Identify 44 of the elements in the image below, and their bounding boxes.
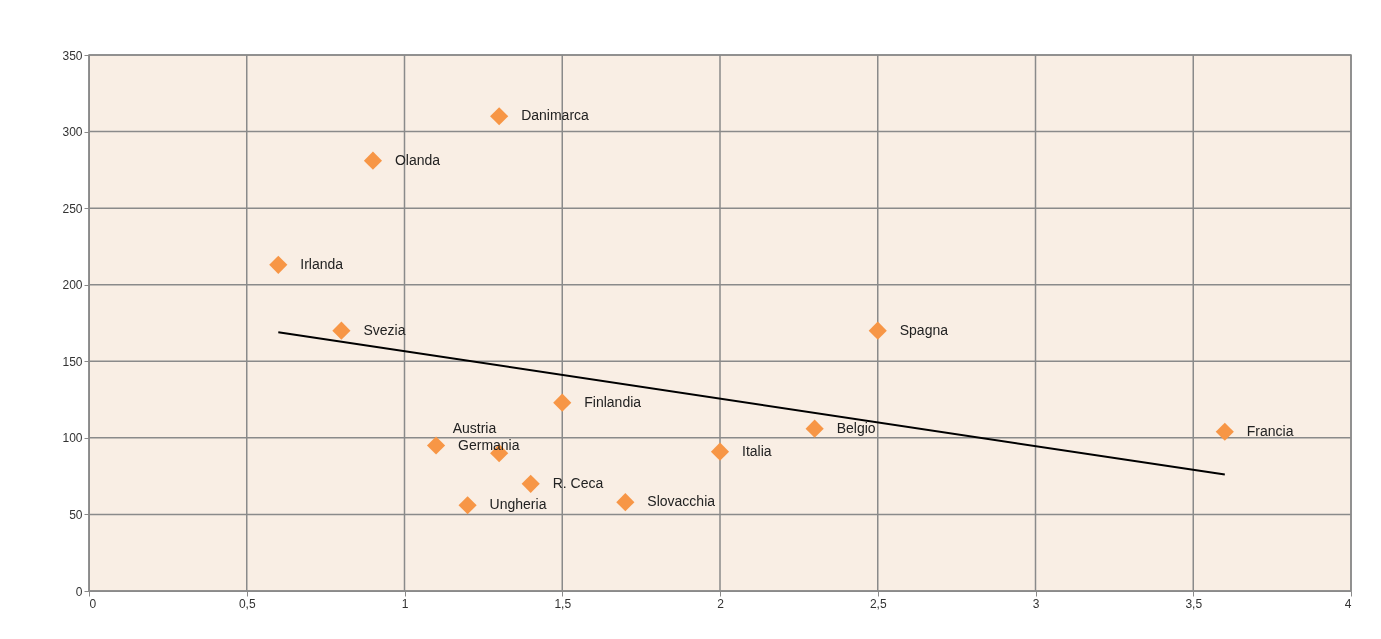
annotation: Ungheria	[489, 496, 547, 513]
x-tick-label: 1	[401, 596, 409, 611]
x-tick-label: 4	[1344, 596, 1352, 611]
x-tick-label: 2	[717, 596, 725, 611]
annotation: Germania	[458, 436, 520, 453]
y-tick-label: 50	[69, 507, 83, 522]
x-tick-label: 0	[89, 596, 97, 611]
annotation: R. Ceca	[552, 474, 604, 491]
point	[490, 107, 509, 126]
point	[1215, 422, 1234, 441]
point	[521, 474, 540, 493]
x-tick-label: 3,5	[1185, 596, 1203, 611]
y-tick-label: 300	[62, 125, 83, 140]
y-tick-label: 250	[62, 201, 83, 216]
x-tick-label: 1,5	[554, 596, 572, 611]
x-tick-label: 2,5	[869, 596, 887, 611]
point	[710, 442, 730, 461]
point	[269, 255, 288, 274]
x-tick-label: 0,5	[238, 596, 256, 611]
y-tick-label: 350	[62, 48, 83, 63]
point	[805, 419, 824, 438]
annotation: Slovacchia	[647, 493, 716, 510]
point	[458, 496, 477, 515]
point	[426, 436, 446, 455]
point	[553, 393, 572, 412]
annotation: Spagna	[899, 321, 949, 338]
y-tick-label: 200	[62, 278, 83, 293]
annotation: Svezia	[363, 321, 406, 338]
point	[616, 493, 635, 512]
annotation: Belgio	[836, 419, 876, 436]
annotation: Irlanda	[300, 255, 344, 272]
point	[868, 321, 887, 340]
annotation: Danimarca	[521, 107, 590, 124]
y-tick-label: 0	[75, 584, 83, 599]
annotation: Italia	[742, 442, 772, 459]
y-tick-label: 150	[62, 354, 83, 369]
annotation: Francia	[1246, 422, 1294, 439]
point	[363, 151, 383, 170]
y-tick-label: 100	[62, 431, 83, 446]
point	[332, 321, 351, 340]
x-tick-label: 3	[1032, 596, 1040, 611]
annotation: Olanda	[394, 151, 441, 168]
annotation: Finlandia	[584, 393, 642, 410]
annotation: Austria	[452, 420, 497, 437]
